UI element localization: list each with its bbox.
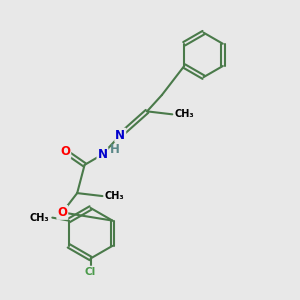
Text: CH₃: CH₃ <box>175 109 194 119</box>
Text: O: O <box>60 145 70 158</box>
Text: N: N <box>115 129 125 142</box>
Text: Cl: Cl <box>85 267 96 277</box>
Text: H: H <box>110 142 120 156</box>
Text: O: O <box>57 206 67 219</box>
Text: CH₃: CH₃ <box>105 191 124 201</box>
Text: CH₃: CH₃ <box>30 213 50 223</box>
Text: N: N <box>98 148 107 161</box>
